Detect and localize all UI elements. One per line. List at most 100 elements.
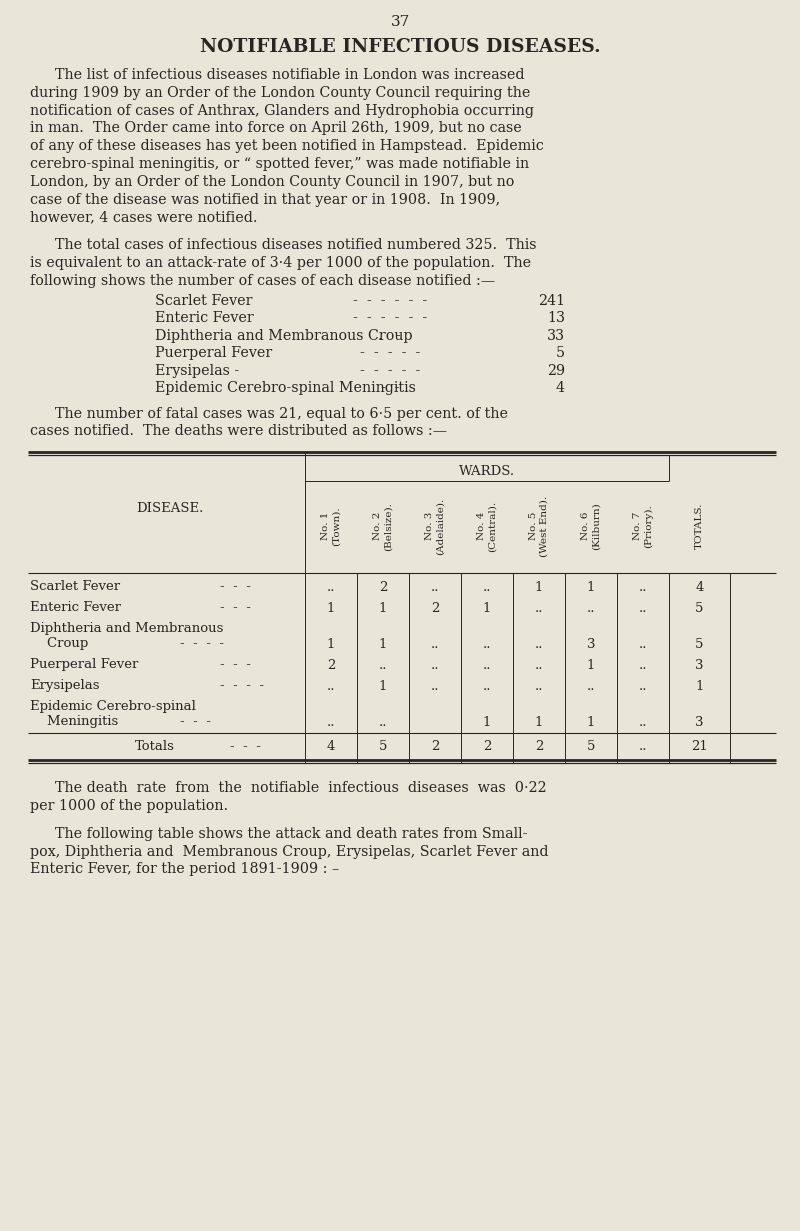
Text: ..: .. xyxy=(638,602,647,616)
Text: ..: .. xyxy=(638,659,647,672)
Text: No. 5
(West End).: No. 5 (West End). xyxy=(530,496,549,556)
Text: however, 4 cases were notified.: however, 4 cases were notified. xyxy=(30,211,258,224)
Text: -  -  -  -  -: - - - - - xyxy=(360,346,420,361)
Text: The list of infectious diseases notifiable in London was increased: The list of infectious diseases notifiab… xyxy=(55,68,525,82)
Text: 5: 5 xyxy=(695,602,704,616)
Text: 2: 2 xyxy=(431,740,439,753)
Text: Diphtheria and Membranous: Diphtheria and Membranous xyxy=(30,622,223,635)
Text: 29: 29 xyxy=(547,363,565,378)
Text: -  -  -: - - - xyxy=(230,740,261,753)
Text: ..: .. xyxy=(638,716,647,729)
Text: ..: .. xyxy=(430,659,439,672)
Text: 37: 37 xyxy=(390,15,410,30)
Text: 1: 1 xyxy=(587,716,595,729)
Text: -  -  -  -  -  -: - - - - - - xyxy=(353,294,427,308)
Text: ..: .. xyxy=(534,602,543,616)
Text: ..: .. xyxy=(378,716,387,729)
Text: of any of these diseases has yet been notified in Hampstead.  Epidemic: of any of these diseases has yet been no… xyxy=(30,139,544,153)
Text: Epidemic Cerebro-spinal Meningitis: Epidemic Cerebro-spinal Meningitis xyxy=(155,382,416,395)
Text: -  -: - - xyxy=(381,382,399,395)
Text: case of the disease was notified in that year or in 1908.  In 1909,: case of the disease was notified in that… xyxy=(30,192,500,207)
Text: ..: .. xyxy=(326,581,335,595)
Text: 5: 5 xyxy=(379,740,387,753)
Text: 1: 1 xyxy=(327,602,335,616)
Text: DISEASE.: DISEASE. xyxy=(136,502,204,515)
Text: 5: 5 xyxy=(587,740,595,753)
Text: 3: 3 xyxy=(586,638,595,651)
Text: ..: .. xyxy=(586,681,595,693)
Text: No. 4
(Central).: No. 4 (Central). xyxy=(478,501,497,551)
Text: 33: 33 xyxy=(547,329,565,342)
Text: 1: 1 xyxy=(587,659,595,672)
Text: The number of fatal cases was 21, equal to 6·5 per cent. of the: The number of fatal cases was 21, equal … xyxy=(55,406,508,421)
Text: ..: .. xyxy=(326,716,335,729)
Text: ..: .. xyxy=(534,638,543,651)
Text: Croup: Croup xyxy=(30,638,88,650)
Text: 5: 5 xyxy=(556,346,565,361)
Text: ..: .. xyxy=(482,638,491,651)
Text: 1: 1 xyxy=(695,681,704,693)
Text: 3: 3 xyxy=(695,716,704,729)
Text: ..: .. xyxy=(638,740,647,753)
Text: in man.  The Order came into force on April 26th, 1909, but no case: in man. The Order came into force on Apr… xyxy=(30,122,522,135)
Text: 1: 1 xyxy=(327,638,335,651)
Text: 241: 241 xyxy=(538,294,565,308)
Text: -  -  -  -  -  -: - - - - - - xyxy=(353,311,427,325)
Text: ..: .. xyxy=(430,581,439,595)
Text: Puerperal Fever: Puerperal Fever xyxy=(30,659,138,671)
Text: 1: 1 xyxy=(483,716,491,729)
Text: cerebro-spinal meningitis, or “ spotted fever,” was made notifiable in: cerebro-spinal meningitis, or “ spotted … xyxy=(30,158,529,171)
Text: Enteric Fever: Enteric Fever xyxy=(30,601,121,614)
Text: ..: .. xyxy=(430,681,439,693)
Text: 5: 5 xyxy=(695,638,704,651)
Text: TOTALS.: TOTALS. xyxy=(695,503,704,549)
Text: 1: 1 xyxy=(535,581,543,595)
Text: 2: 2 xyxy=(483,740,491,753)
Text: Scarlet Fever: Scarlet Fever xyxy=(155,294,253,308)
Text: ..: .. xyxy=(638,681,647,693)
Text: -  -  -: - - - xyxy=(220,580,251,593)
Text: 1: 1 xyxy=(379,602,387,616)
Text: -  -  -  -  -: - - - - - xyxy=(360,363,420,378)
Text: following shows the number of cases of each disease notified :—: following shows the number of cases of e… xyxy=(30,273,495,288)
Text: Totals: Totals xyxy=(135,740,175,753)
Text: ..: .. xyxy=(638,581,647,595)
Text: No. 2
(Belsize).: No. 2 (Belsize). xyxy=(374,502,393,550)
Text: Erysipelas -: Erysipelas - xyxy=(155,363,239,378)
Text: Meningitis: Meningitis xyxy=(30,715,118,729)
Text: Erysipelas: Erysipelas xyxy=(30,680,99,692)
Text: during 1909 by an Order of the London County Council requiring the: during 1909 by an Order of the London Co… xyxy=(30,86,530,100)
Text: ..: .. xyxy=(326,681,335,693)
Text: ..: .. xyxy=(534,659,543,672)
Text: 2: 2 xyxy=(379,581,387,595)
Text: 1: 1 xyxy=(379,638,387,651)
Text: -  -  -: - - - xyxy=(220,659,251,671)
Text: -  -  -: - - - xyxy=(220,601,251,614)
Text: ..: .. xyxy=(482,581,491,595)
Text: London, by an Order of the London County Council in 1907, but no: London, by an Order of the London County… xyxy=(30,175,514,188)
Text: cases notified.  The deaths were distributed as follows :—: cases notified. The deaths were distribu… xyxy=(30,425,447,438)
Text: ..: .. xyxy=(638,638,647,651)
Text: No. 3
(Adelaide).: No. 3 (Adelaide). xyxy=(426,497,445,555)
Text: 1: 1 xyxy=(535,716,543,729)
Text: No. 6
(Kilburn): No. 6 (Kilburn) xyxy=(582,502,601,550)
Text: No. 7
(Priory).: No. 7 (Priory). xyxy=(634,505,653,548)
Text: 2: 2 xyxy=(535,740,543,753)
Text: ..: .. xyxy=(430,638,439,651)
Text: No. 1
(Town).: No. 1 (Town). xyxy=(322,506,341,547)
Text: .   -: . - xyxy=(378,329,402,342)
Text: 21: 21 xyxy=(691,740,708,753)
Text: ..: .. xyxy=(586,602,595,616)
Text: ..: .. xyxy=(482,681,491,693)
Text: 1: 1 xyxy=(483,602,491,616)
Text: 3: 3 xyxy=(695,659,704,672)
Text: NOTIFIABLE INFECTIOUS DISEASES.: NOTIFIABLE INFECTIOUS DISEASES. xyxy=(200,38,600,55)
Text: WARDS.: WARDS. xyxy=(459,465,515,478)
Text: 4: 4 xyxy=(695,581,704,595)
Text: notification of cases of Anthrax, Glanders and Hydrophobia occurring: notification of cases of Anthrax, Glande… xyxy=(30,103,534,118)
Text: 4: 4 xyxy=(556,382,565,395)
Text: 13: 13 xyxy=(547,311,565,325)
Text: 1: 1 xyxy=(587,581,595,595)
Text: Diphtheria and Membranous Croup: Diphtheria and Membranous Croup xyxy=(155,329,413,342)
Text: 4: 4 xyxy=(327,740,335,753)
